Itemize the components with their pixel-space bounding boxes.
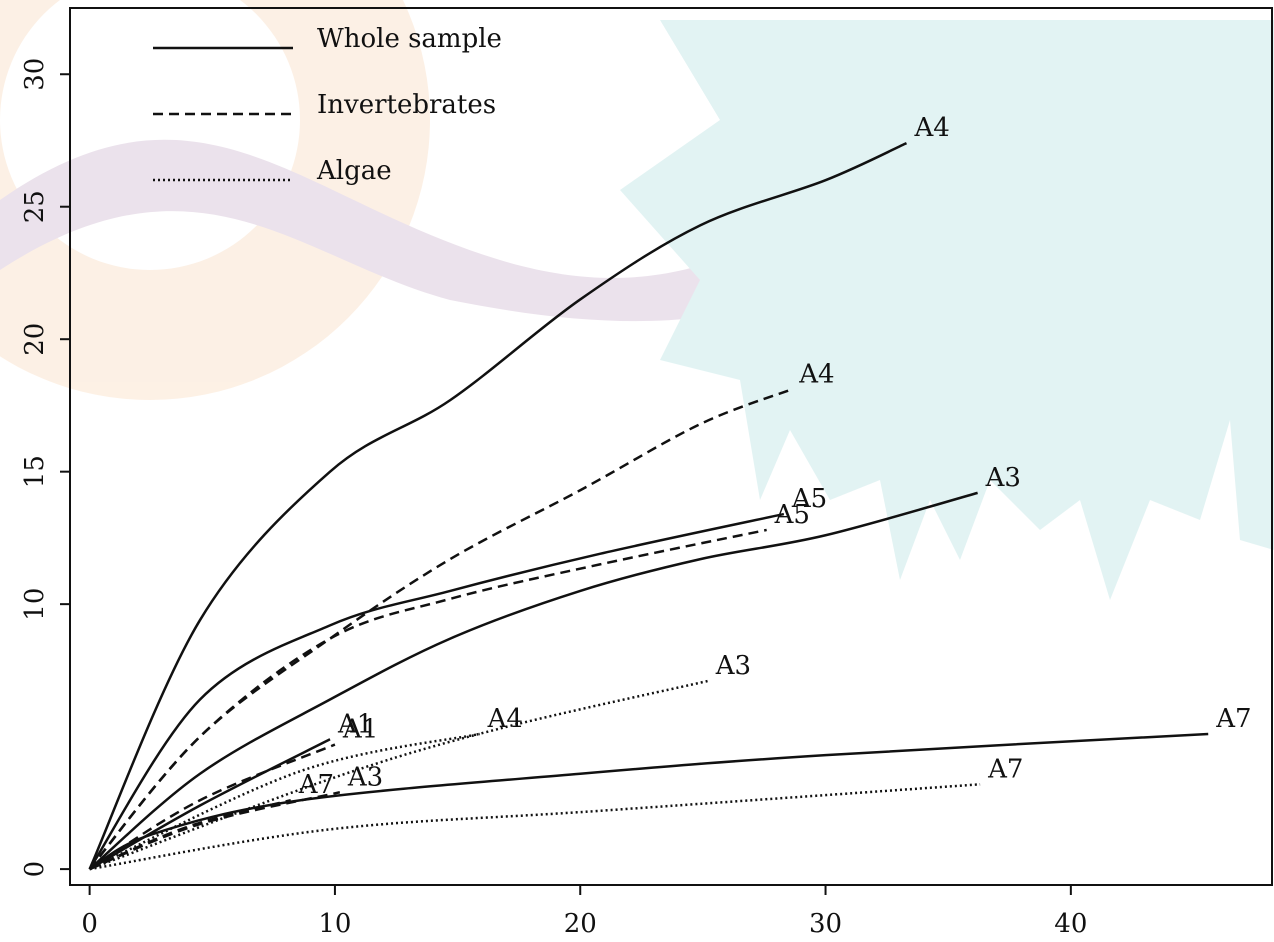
y-tick-label: 25 — [20, 190, 50, 223]
curve-label: A4 — [798, 360, 834, 390]
curve — [90, 681, 708, 869]
y-tick-label: 10 — [20, 588, 50, 621]
x-tick-label: 20 — [564, 909, 597, 939]
curve-label: A7 — [987, 754, 1023, 784]
y-tick-label: 20 — [20, 323, 50, 356]
curve-label: A3 — [347, 762, 383, 792]
x-tick-label: 0 — [81, 909, 98, 939]
curve — [90, 734, 1209, 869]
curve-label: A3 — [985, 463, 1021, 493]
curve-label: A7 — [1215, 704, 1251, 734]
curve — [90, 784, 980, 869]
y-tick-label: 0 — [20, 861, 50, 878]
curve-label: A3 — [715, 651, 751, 681]
curve — [90, 530, 767, 869]
watermark-gear — [620, 20, 1274, 600]
watermark — [0, 0, 1274, 600]
y-tick-label: 15 — [20, 455, 50, 488]
curve-label: A4 — [913, 113, 949, 143]
legend-label: Whole sample — [317, 24, 502, 54]
y-tick-label: 30 — [20, 58, 50, 91]
curve-label: A1 — [342, 715, 378, 745]
chart: Whole sample Invertebrates Algae 0 10 20 30 40… — [0, 0, 1274, 942]
curve-label: A4 — [487, 704, 523, 734]
curve — [90, 739, 330, 869]
x-tick-label: 30 — [809, 909, 842, 939]
x-tick-label: 40 — [1054, 909, 1087, 939]
x-tick-label: 10 — [318, 909, 351, 939]
legend-label: Invertebrates — [317, 90, 496, 120]
curve-label: A5 — [774, 500, 810, 530]
legend-label: Algae — [316, 156, 392, 186]
